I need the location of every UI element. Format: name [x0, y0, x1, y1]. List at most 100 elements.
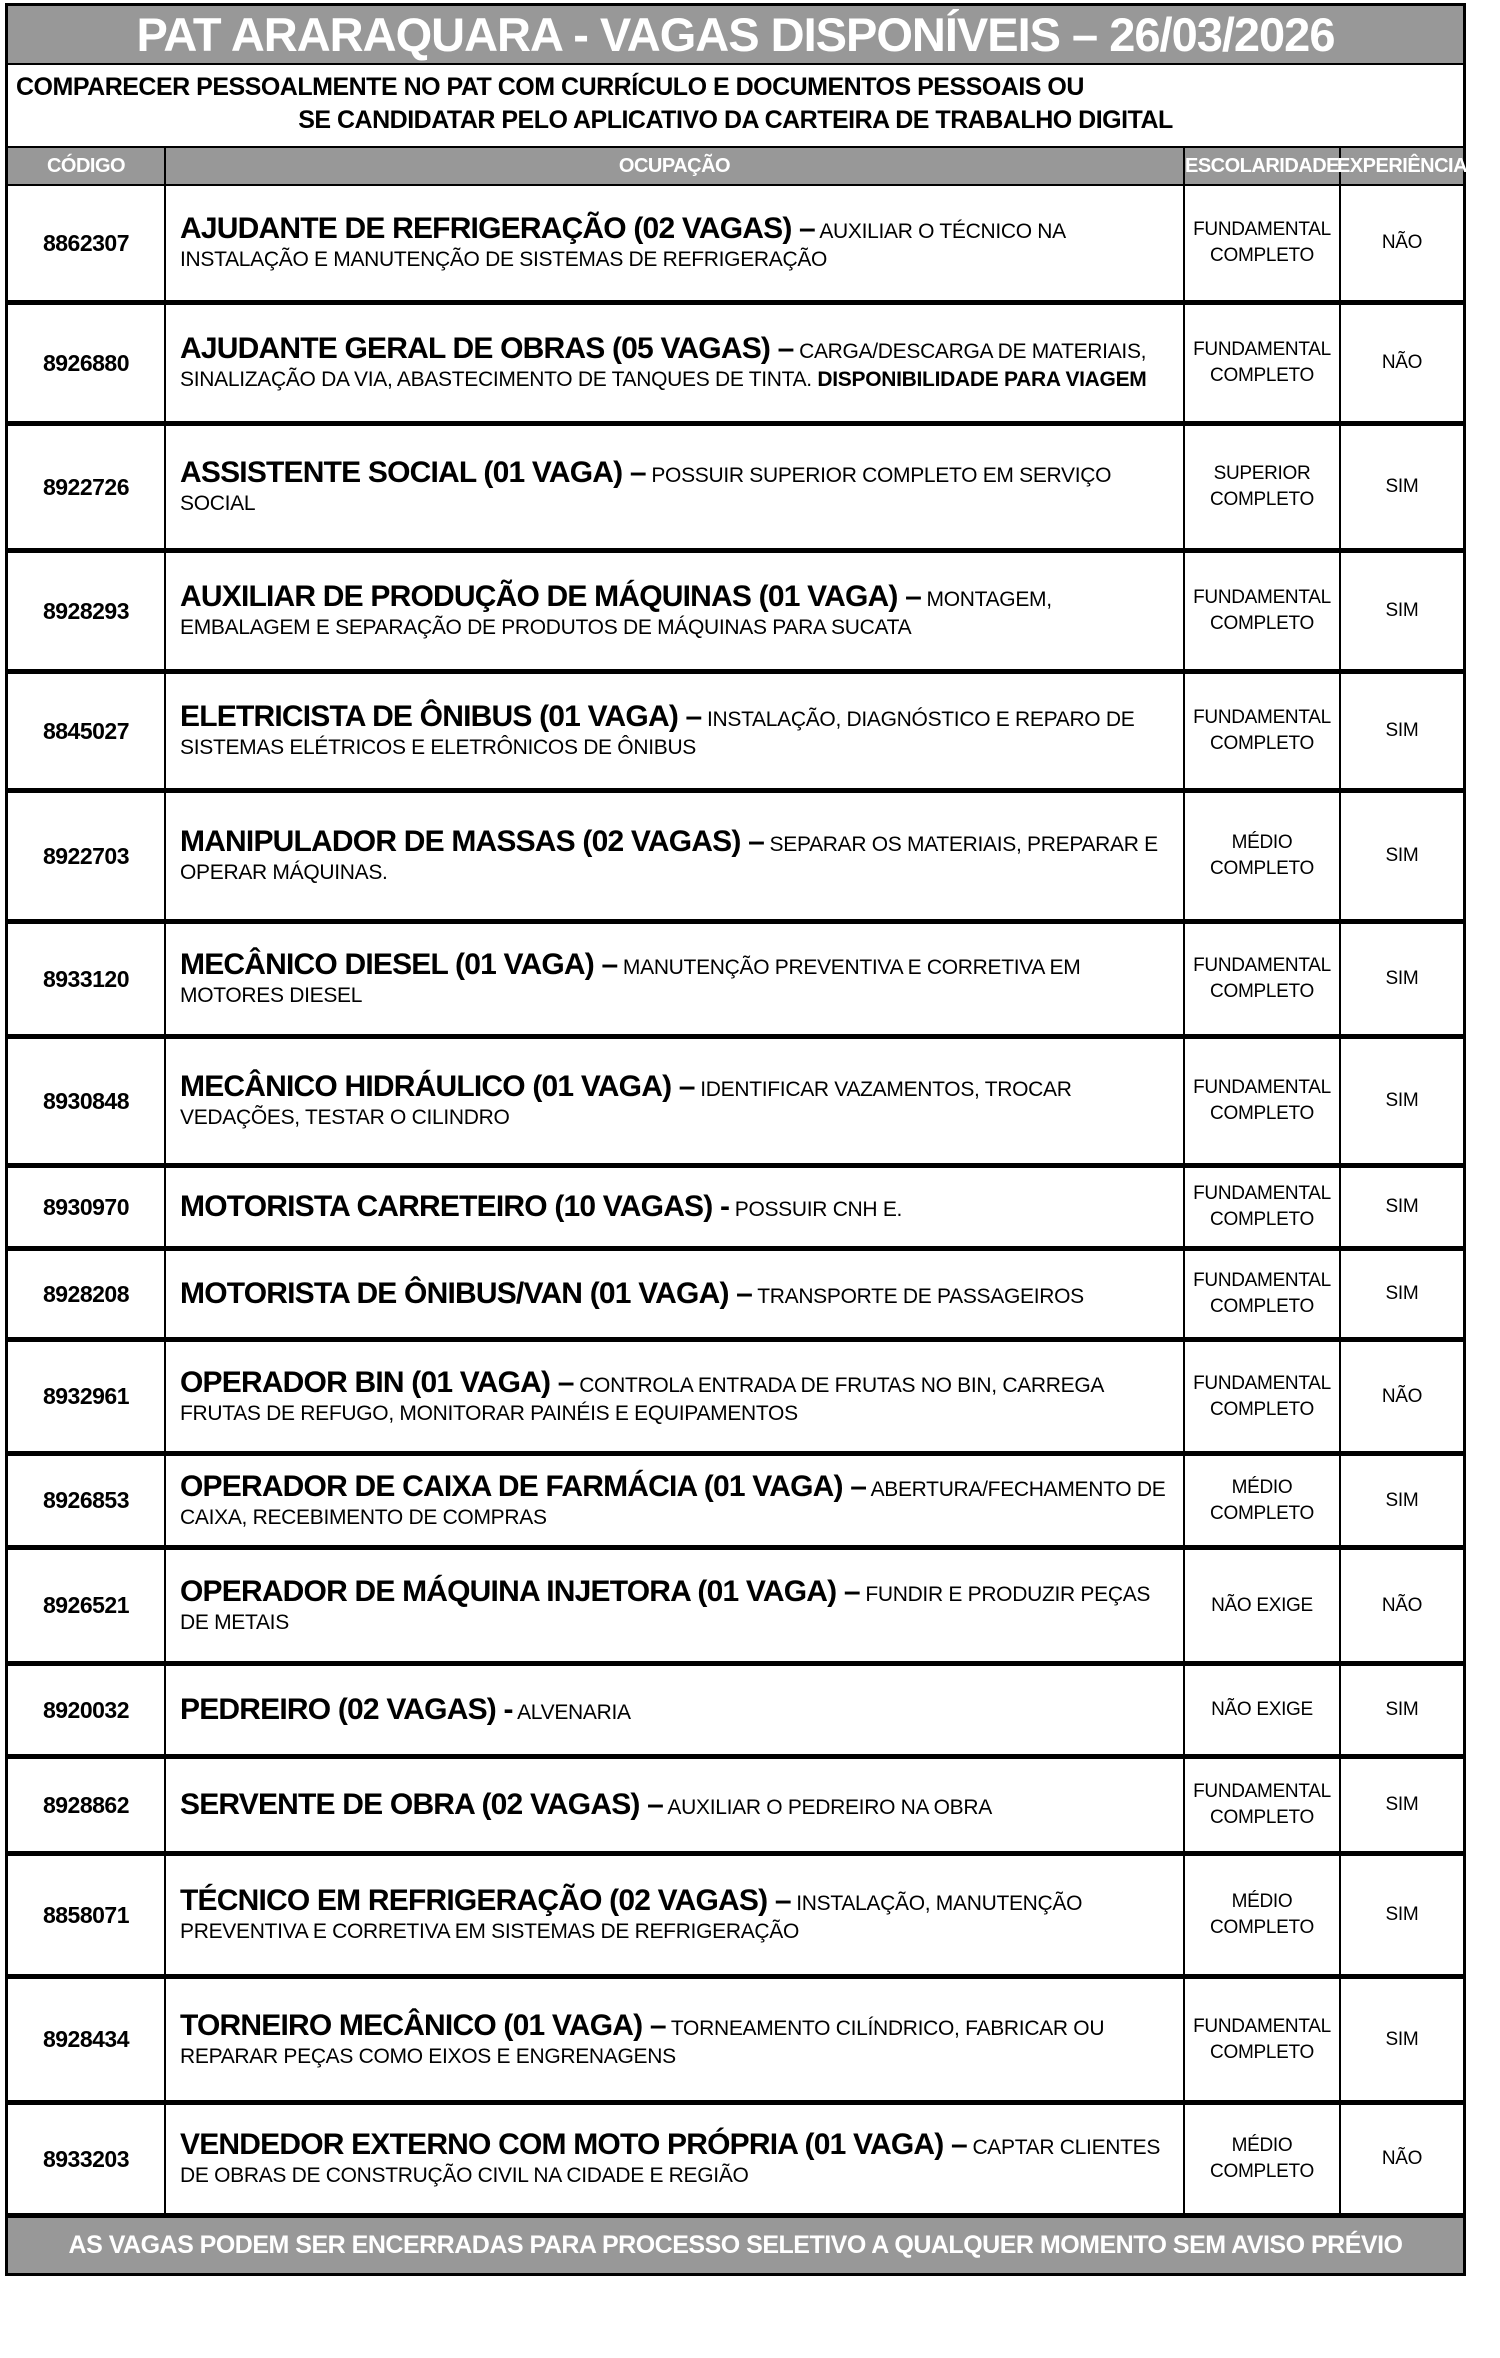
escolaridade-cell: FUNDAMENTAL COMPLETO [1183, 1168, 1339, 1246]
job-description: POSSUIR CNH E. [734, 1198, 903, 1222]
experiencia-cell: SIM [1339, 1759, 1463, 1851]
job-title: MECÂNICO DIESEL (01 VAGA) – [180, 948, 618, 982]
job-title: ELETRICISTA DE ÔNIBUS (01 VAGA) – [180, 700, 702, 734]
escolaridade-cell: FUNDAMENTAL COMPLETO [1183, 1342, 1339, 1451]
occupation-cell: AUXILIAR DE PRODUÇÃO DE MÁQUINAS (01 VAG… [164, 553, 1183, 669]
job-description: MANUTENÇÃO PREVENTIVA E CORRETIVA EM MOT… [180, 956, 1081, 1007]
occupation-cell: MANIPULADOR DE MASSAS (02 VAGAS) – SEPAR… [164, 793, 1183, 919]
occupation-text: SERVENTE DE OBRA (02 VAGAS) – AUXILIAR O… [180, 1788, 992, 1822]
job-code: 8926521 [42, 1592, 130, 1618]
column-header-escolaridade: ESCOLARIDADE [1183, 148, 1340, 184]
code-cell: 8845027 [8, 674, 164, 788]
job-code: 8928862 [42, 1791, 130, 1818]
occupation-cell: OPERADOR BIN (01 VAGA) – CONTROLA ENTRAD… [164, 1342, 1183, 1451]
job-title: TÉCNICO EM REFRIGERAÇÃO (02 VAGAS) – [180, 1884, 792, 1918]
escolaridade-cell: FUNDAMENTAL COMPLETO [1183, 1759, 1339, 1851]
job-code: 8862307 [42, 229, 130, 256]
table-row: 8926853 OPERADOR DE CAIXA DE FARMÁCIA (0… [8, 1456, 1463, 1550]
job-description: AUXILIAR O TÉCNICO NA INSTALAÇÃO E MANUT… [180, 220, 1065, 271]
code-cell: 8928293 [8, 553, 164, 669]
job-description: INSTALAÇÃO, MANUTENÇÃO PREVENTIVA E CORR… [180, 1892, 1083, 1943]
job-description: CONTROLA ENTRADA DE FRUTAS NO BIN, CARRE… [180, 1373, 1103, 1425]
job-code: 8920032 [42, 1696, 130, 1723]
code-cell: 8922726 [8, 426, 164, 548]
job-title: PEDREIRO (02 VAGAS) - [180, 1693, 514, 1727]
experiencia-cell: SIM [1339, 1251, 1463, 1337]
experiencia-cell: SIM [1339, 553, 1463, 669]
instruction-line-2: SE CANDIDATAR PELO APLICATIVO DA CARTEIR… [298, 105, 1173, 134]
escolaridade-cell: MÉDIO COMPLETO [1183, 1856, 1339, 1974]
code-cell: 8858071 [8, 1856, 164, 1974]
table-row: 8930970 MOTORISTA CARRETEIRO (10 VAGAS) … [8, 1168, 1463, 1251]
job-code: 8930848 [42, 1087, 130, 1114]
job-code: 8928208 [42, 1280, 130, 1307]
occupation-text: ELETRICISTA DE ÔNIBUS (01 VAGA) – INSTAL… [180, 700, 1169, 761]
experiencia-cell: SIM [1339, 924, 1463, 1034]
experiencia-cell: NÃO [1339, 1342, 1463, 1451]
job-title: SERVENTE DE OBRA (02 VAGAS) – [180, 1788, 664, 1822]
experiencia-cell: NÃO [1339, 305, 1463, 421]
job-description: MONTAGEM, EMBALAGEM E SEPARAÇÃO DE PRODU… [180, 588, 1052, 639]
job-title: MOTORISTA DE ÔNIBUS/VAN (01 VAGA) – [180, 1277, 753, 1311]
code-cell: 8926521 [8, 1550, 164, 1661]
job-title: OPERADOR DE CAIXA DE FARMÁCIA (01 VAGA) … [180, 1469, 867, 1503]
occupation-cell: MECÂNICO HIDRÁULICO (01 VAGA) – IDENTIFI… [164, 1039, 1183, 1163]
occupation-text: TÉCNICO EM REFRIGERAÇÃO (02 VAGAS) – INS… [180, 1884, 1169, 1945]
job-code: 8858071 [42, 1901, 130, 1928]
code-cell: 8928434 [8, 1979, 164, 2100]
job-code: 8933120 [42, 965, 130, 992]
table-row: 8922703 MANIPULADOR DE MASSAS (02 VAGAS)… [8, 793, 1463, 924]
experiencia-cell: NÃO [1339, 2105, 1463, 2213]
table-row: 8933203 VENDEDOR EXTERNO COM MOTO PRÓPRI… [8, 2105, 1463, 2213]
job-description: INSTALAÇÃO, DIAGNÓSTICO E REPARO DE SIST… [180, 708, 1135, 759]
occupation-cell: MOTORISTA DE ÔNIBUS/VAN (01 VAGA) – TRAN… [164, 1251, 1183, 1337]
job-title: TORNEIRO MECÂNICO (01 VAGA) – [180, 2008, 667, 2042]
job-code: 8928434 [42, 2026, 130, 2052]
table-row: 8922726 ASSISTENTE SOCIAL (01 VAGA) – PO… [8, 426, 1463, 553]
occupation-text: AJUDANTE DE REFRIGERAÇÃO (02 VAGAS) – AU… [180, 212, 1169, 273]
job-title: VENDEDOR EXTERNO COM MOTO PRÓPRIA (01 VA… [180, 2128, 968, 2162]
occupation-text: AUXILIAR DE PRODUÇÃO DE MÁQUINAS (01 VAG… [180, 580, 1169, 641]
escolaridade-cell: FUNDAMENTAL COMPLETO [1183, 1251, 1339, 1337]
job-code: 8932961 [42, 1383, 130, 1409]
table-row: 8928434 TORNEIRO MECÂNICO (01 VAGA) – TO… [8, 1979, 1463, 2105]
job-code: 8922726 [42, 473, 130, 500]
job-description: TORNEAMENTO CILÍNDRICO, FABRICAR OU REPA… [180, 2016, 1105, 2068]
occupation-text: OPERADOR BIN (01 VAGA) – CONTROLA ENTRAD… [180, 1366, 1169, 1427]
job-description: AUXILIAR O PEDREIRO NA OBRA [667, 1796, 992, 1820]
occupation-cell: MOTORISTA CARRETEIRO (10 VAGAS) - POSSUI… [164, 1168, 1183, 1246]
job-title: OPERADOR BIN (01 VAGA) – [180, 1365, 574, 1399]
code-cell: 8926853 [8, 1456, 164, 1545]
occupation-text: MECÂNICO HIDRÁULICO (01 VAGA) – IDENTIFI… [180, 1070, 1169, 1131]
page-title: PAT ARARAQUARA - VAGAS DISPONÍVEIS – 26/… [8, 6, 1463, 65]
occupation-text: MANIPULADOR DE MASSAS (02 VAGAS) – SEPAR… [180, 825, 1169, 886]
code-cell: 8862307 [8, 186, 164, 300]
table-row: 8862307 AJUDANTE DE REFRIGERAÇÃO (02 VAG… [8, 186, 1463, 305]
escolaridade-cell: NÃO EXIGE [1183, 1550, 1339, 1661]
escolaridade-cell: FUNDAMENTAL COMPLETO [1183, 674, 1339, 788]
occupation-cell: SERVENTE DE OBRA (02 VAGAS) – AUXILIAR O… [164, 1759, 1183, 1851]
occupation-cell: ELETRICISTA DE ÔNIBUS (01 VAGA) – INSTAL… [164, 674, 1183, 788]
table-row: 8933120 MECÂNICO DIESEL (01 VAGA) – MANU… [8, 924, 1463, 1039]
table-row: 8932961 OPERADOR BIN (01 VAGA) – CONTROL… [8, 1342, 1463, 1456]
occupation-text: OPERADOR DE MÁQUINA INJETORA (01 VAGA) –… [180, 1575, 1169, 1636]
escolaridade-cell: FUNDAMENTAL COMPLETO [1183, 186, 1339, 300]
job-title: AJUDANTE DE REFRIGERAÇÃO (02 VAGAS) – [180, 212, 816, 246]
occupation-text: OPERADOR DE CAIXA DE FARMÁCIA (01 VAGA) … [180, 1470, 1169, 1531]
code-cell: 8930848 [8, 1039, 164, 1163]
occupation-cell: AJUDANTE GERAL DE OBRAS (05 VAGAS) – CAR… [164, 305, 1183, 421]
instructions-block: COMPARECER PESSOALMENTE NO PAT COM CURRÍ… [8, 65, 1463, 148]
occupation-text: MOTORISTA CARRETEIRO (10 VAGAS) - POSSUI… [180, 1190, 902, 1224]
escolaridade-cell: FUNDAMENTAL COMPLETO [1183, 1979, 1339, 2100]
escolaridade-cell: SUPERIOR COMPLETO [1183, 426, 1339, 548]
experiencia-cell: NÃO [1339, 1550, 1463, 1661]
occupation-cell: OPERADOR DE CAIXA DE FARMÁCIA (01 VAGA) … [164, 1456, 1183, 1545]
occupation-text: TORNEIRO MECÂNICO (01 VAGA) – TORNEAMENT… [180, 2009, 1169, 2070]
job-description: POSSUIR SUPERIOR COMPLETO EM SERVIÇO SOC… [180, 464, 1112, 515]
occupation-cell: MECÂNICO DIESEL (01 VAGA) – MANUTENÇÃO P… [164, 924, 1183, 1034]
experiencia-cell: SIM [1339, 1856, 1463, 1974]
code-cell: 8932961 [8, 1342, 164, 1451]
job-description: SEPARAR OS MATERIAIS, PREPARAR E OPERAR … [180, 833, 1158, 884]
escolaridade-cell: NÃO EXIGE [1183, 1666, 1339, 1754]
job-title: MOTORISTA CARRETEIRO (10 VAGAS) - [180, 1190, 730, 1224]
